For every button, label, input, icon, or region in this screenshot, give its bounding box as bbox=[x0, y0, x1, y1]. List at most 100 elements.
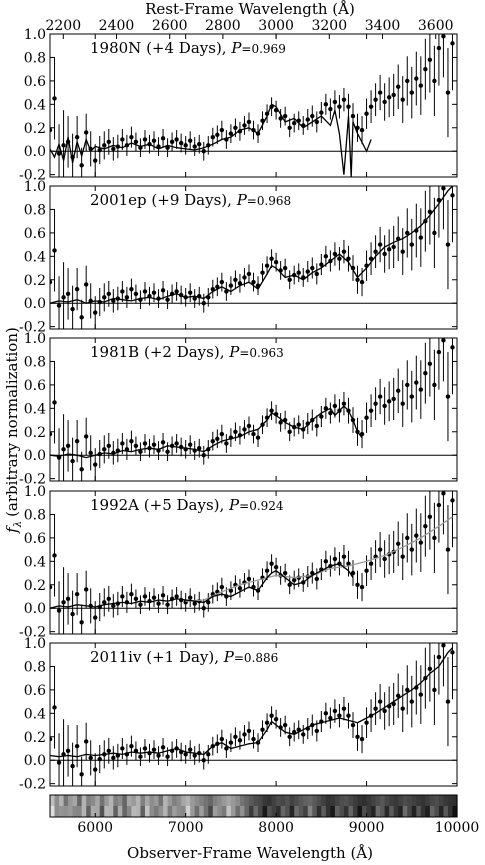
data-point bbox=[133, 443, 139, 449]
strip-cell bbox=[316, 795, 322, 806]
panel-frame bbox=[49, 490, 458, 635]
data-point bbox=[160, 136, 166, 141]
data-point bbox=[346, 561, 351, 566]
data-point bbox=[56, 760, 62, 765]
strip-cell bbox=[312, 806, 318, 817]
data-point bbox=[328, 715, 333, 721]
data-point bbox=[432, 382, 437, 388]
strip-cell bbox=[425, 806, 431, 817]
data-point bbox=[282, 113, 288, 119]
strip-cell bbox=[343, 795, 350, 806]
p-label: P bbox=[228, 343, 240, 361]
strip-cell bbox=[113, 806, 119, 817]
data-point bbox=[427, 514, 433, 519]
strip-cell bbox=[176, 806, 182, 817]
strip-cell bbox=[303, 806, 309, 817]
strip-cell bbox=[438, 806, 445, 817]
data-point bbox=[269, 713, 274, 718]
data-point bbox=[400, 249, 405, 254]
data-point bbox=[432, 687, 437, 693]
data-point bbox=[364, 568, 369, 573]
bottom-axis-label: Observer-Frame Wavelength (Å) bbox=[127, 844, 373, 862]
data-point bbox=[418, 387, 424, 392]
data-point bbox=[341, 97, 347, 102]
data-point bbox=[377, 394, 383, 399]
y-tick-label: 0.0 bbox=[24, 601, 46, 617]
strip-cell bbox=[348, 806, 354, 817]
y-axis-symbol: f bbox=[3, 525, 21, 534]
strip-cell bbox=[321, 795, 327, 806]
data-point bbox=[50, 431, 53, 437]
x-tick-label: 9000 bbox=[349, 820, 385, 836]
strip-cell bbox=[380, 795, 386, 806]
data-point bbox=[242, 732, 247, 737]
data-point bbox=[246, 576, 252, 582]
data-point bbox=[233, 277, 238, 282]
x-tick-label: 8000 bbox=[258, 820, 294, 836]
data-point bbox=[359, 736, 365, 742]
data-point bbox=[364, 111, 369, 116]
top-tick-label: 2800 bbox=[205, 18, 241, 34]
data-point bbox=[314, 576, 320, 582]
strip-cell bbox=[303, 795, 309, 806]
x-tick-label: 6000 bbox=[77, 820, 113, 836]
strip-cell bbox=[325, 795, 331, 806]
strip-cell bbox=[99, 795, 105, 806]
data-point bbox=[93, 615, 98, 620]
data-point bbox=[346, 713, 351, 718]
strip-cell bbox=[163, 795, 169, 806]
data-point bbox=[450, 345, 455, 350]
data-point bbox=[409, 90, 414, 95]
data-point bbox=[142, 746, 148, 751]
data-point bbox=[183, 143, 188, 148]
y-tick-label: 0.8 bbox=[24, 659, 46, 675]
strip-cell bbox=[411, 795, 417, 806]
strip-cell bbox=[352, 806, 359, 817]
data-point bbox=[427, 57, 433, 62]
strip-cell bbox=[50, 806, 56, 817]
data-point bbox=[305, 421, 310, 426]
data-point bbox=[409, 699, 414, 704]
strip-cell bbox=[135, 795, 142, 806]
strip-cell bbox=[221, 795, 227, 806]
data-point bbox=[368, 561, 374, 566]
data-point bbox=[174, 594, 179, 599]
panel-frame bbox=[49, 642, 458, 787]
strip-cell bbox=[334, 795, 341, 806]
strip-cell bbox=[258, 806, 264, 817]
strip-cell bbox=[258, 795, 264, 806]
strip-cell bbox=[185, 795, 191, 806]
panel-frame bbox=[49, 185, 458, 330]
data-point bbox=[52, 705, 57, 710]
data-point bbox=[341, 554, 347, 559]
data-point bbox=[323, 711, 329, 716]
strip-cell bbox=[244, 795, 250, 806]
data-point bbox=[129, 134, 134, 140]
panel-plot-area bbox=[50, 34, 457, 177]
strip-cell bbox=[68, 795, 74, 806]
data-point bbox=[192, 144, 197, 149]
strip-cell bbox=[398, 795, 404, 806]
data-point bbox=[373, 706, 378, 711]
panel-plot-area bbox=[50, 491, 457, 634]
data-point bbox=[197, 141, 202, 147]
data-point bbox=[377, 699, 383, 704]
strip-cell bbox=[167, 806, 173, 817]
strip-cell bbox=[393, 795, 399, 806]
data-point bbox=[242, 275, 247, 280]
strip-cell bbox=[54, 806, 60, 817]
data-point bbox=[287, 734, 292, 739]
strip-cell bbox=[217, 806, 223, 817]
strip-cell bbox=[212, 795, 218, 806]
data-point bbox=[93, 310, 98, 315]
strip-cell bbox=[312, 795, 318, 806]
data-point bbox=[400, 401, 405, 406]
data-point bbox=[432, 230, 437, 236]
strip-cell bbox=[429, 806, 435, 817]
y-tick-label: 0.8 bbox=[24, 507, 46, 523]
data-point bbox=[287, 582, 292, 587]
data-point bbox=[400, 97, 405, 102]
strip-cell bbox=[122, 806, 128, 817]
data-point bbox=[206, 600, 211, 605]
data-point bbox=[423, 370, 428, 376]
